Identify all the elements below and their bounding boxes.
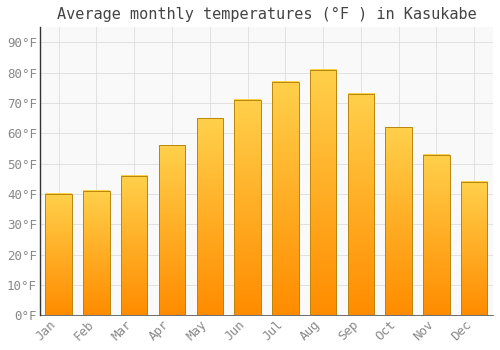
Bar — [272, 82, 298, 315]
Bar — [423, 155, 450, 315]
Bar — [158, 146, 185, 315]
Bar — [461, 182, 487, 315]
Bar — [83, 191, 110, 315]
Bar — [310, 70, 336, 315]
Bar — [386, 127, 412, 315]
Bar — [196, 118, 223, 315]
Bar — [121, 176, 148, 315]
Bar — [234, 100, 260, 315]
Title: Average monthly temperatures (°F ) in Kasukabe: Average monthly temperatures (°F ) in Ka… — [56, 7, 476, 22]
Bar — [46, 194, 72, 315]
Bar — [348, 94, 374, 315]
